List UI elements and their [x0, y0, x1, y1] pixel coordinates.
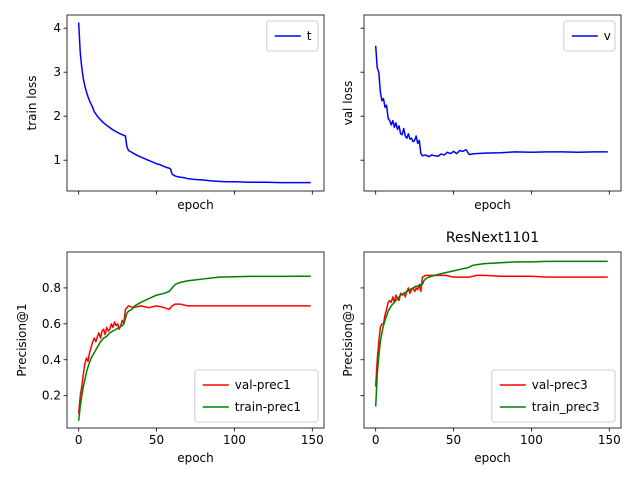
x-axis-label: epoch [474, 198, 511, 212]
plot-frame [66, 251, 325, 429]
series-line-2 [77, 275, 311, 421]
legend-box [491, 369, 616, 423]
x-tick-label: 0 [75, 433, 83, 447]
series-line-1 [77, 303, 311, 414]
legend-label: val-prec3 [532, 378, 588, 392]
x-tick-label: 100 [223, 433, 246, 447]
x-axis-label: epoch [177, 198, 214, 212]
y-tick-label: 4 [53, 21, 61, 35]
x-axis-label: epoch [177, 451, 214, 465]
y-axis-label: Precision@1 [15, 303, 29, 376]
legend-box [194, 369, 319, 423]
legend-label: train_prec3 [532, 400, 600, 414]
x-tick-label: 150 [301, 433, 324, 447]
y-tick-label: 0.6 [42, 317, 61, 331]
chart-panel-4: 0 50 100 150 epoch Precision@3 ResNext1101 val-… [341, 230, 622, 465]
plot-frame [363, 251, 622, 429]
chart-title: ResNext1101 [446, 230, 539, 246]
chart-panel-1: 1 2 3 4 epoch train loss t [25, 14, 325, 212]
y-axis-label: Precision@3 [341, 303, 355, 376]
x-tick-label: 50 [149, 433, 164, 447]
y-tick-label: 3 [53, 65, 61, 79]
x-tick-label: 150 [598, 433, 621, 447]
y-tick-label: 2 [53, 109, 61, 123]
legend-label: train-prec1 [235, 400, 301, 414]
y-tick-label: 0.4 [42, 353, 61, 367]
plot-frame [66, 14, 325, 192]
x-tick-label: 100 [520, 433, 543, 447]
plot-frame [363, 14, 622, 192]
chart-panel-2: epoch val loss v [341, 14, 622, 212]
x-tick-label: 0 [372, 433, 380, 447]
series-line-2 [374, 260, 608, 407]
x-tick-label: 50 [446, 433, 461, 447]
series-line-1 [374, 45, 608, 158]
y-tick-label: 0.8 [42, 281, 61, 295]
y-axis-label: train loss [25, 76, 39, 131]
y-tick-label: 1 [53, 153, 61, 167]
legend-label: t [307, 29, 312, 43]
legend-label: val-prec1 [235, 378, 291, 392]
series-line-1 [77, 22, 311, 184]
chart-panel-3: 0 50 100 150 0.2 0.4 0.6 0.8 epoch Precision@1 val… [15, 251, 325, 465]
x-axis-label: epoch [474, 451, 511, 465]
y-tick-label: 0.2 [42, 389, 61, 403]
legend-label: v [604, 29, 611, 43]
y-axis-label: val loss [341, 81, 355, 126]
